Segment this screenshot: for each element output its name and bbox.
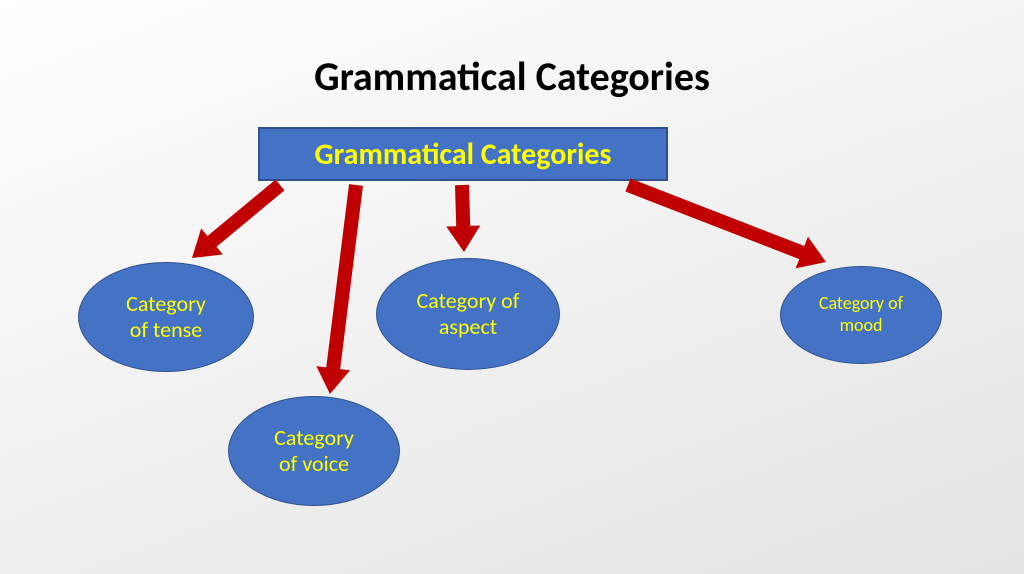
arrow-voice [316,184,363,394]
ellipse-voice: Categoryof voice [228,396,400,506]
ellipse-tense: Categoryof tense [78,262,254,372]
ellipse-tense-line1: Category [126,290,206,317]
ellipse-aspect: Category ofaspect [376,258,560,370]
ellipse-voice-line2: of voice [279,450,349,477]
ellipse-mood-line2: mood [840,314,883,336]
ellipse-aspect-line2: aspect [439,313,497,340]
arrow-aspect [446,185,480,252]
ellipse-mood-line1: Category of [819,292,903,314]
ellipse-aspect-line1: Category of [417,287,520,314]
arrow-tense [192,180,284,258]
ellipse-voice-line1: Category [274,424,354,451]
ellipse-tense-line2: of tense [130,316,202,343]
ellipse-mood: Category ofmood [780,266,942,364]
arrow-mood [625,178,826,268]
